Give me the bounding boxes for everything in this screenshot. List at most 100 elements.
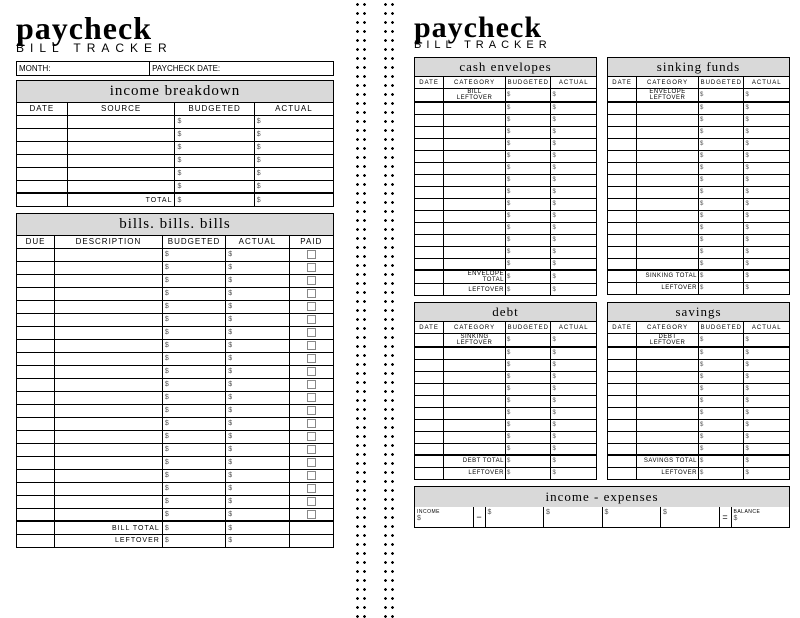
- paid-checkbox[interactable]: [307, 471, 316, 480]
- paycheck-date-label[interactable]: PAYCHECK DATE:: [150, 61, 334, 75]
- bill-total-label: BILL TOTAL: [55, 521, 163, 534]
- paid-checkbox[interactable]: [307, 510, 316, 519]
- paid-checkbox[interactable]: [307, 263, 316, 272]
- bills-row[interactable]: $$: [17, 326, 334, 339]
- income-col-date: DATE: [17, 102, 68, 115]
- title-sub-r: BILL TRACKER: [414, 39, 790, 51]
- bills-row[interactable]: $$: [17, 274, 334, 287]
- bills-row[interactable]: $$: [17, 391, 334, 404]
- calc-row: INCOME$ − $ $ $ $ = BALANCE$: [414, 507, 790, 528]
- month-label[interactable]: MONTH:: [17, 61, 150, 75]
- quad-header: savings: [607, 302, 790, 321]
- bills-col-paid: PAID: [289, 235, 333, 248]
- bills-row[interactable]: $$: [17, 495, 334, 508]
- quad-table: DATECATEGORYBUDGETEDACTUALBILLLEFTOVER$$…: [414, 76, 597, 296]
- calc-exp1[interactable]: $: [486, 507, 545, 527]
- equals-icon: =: [720, 507, 732, 527]
- income-col-actual: ACTUAL: [254, 102, 333, 115]
- bills-row[interactable]: $$: [17, 352, 334, 365]
- calc-balance[interactable]: BALANCE$: [732, 507, 790, 527]
- paid-checkbox[interactable]: [307, 484, 316, 493]
- left-page: paycheck BILL TRACKER MONTH: PAYCHECK DA…: [0, 0, 350, 618]
- paid-checkbox[interactable]: [307, 497, 316, 506]
- quad-block-savings: savingsDATECATEGORYBUDGETEDACTUALDEBTLEF…: [607, 302, 790, 480]
- income-col-source: SOURCE: [67, 102, 175, 115]
- bills-row[interactable]: $$: [17, 469, 334, 482]
- bills-row[interactable]: $$: [17, 300, 334, 313]
- paid-checkbox[interactable]: [307, 315, 316, 324]
- income-row[interactable]: $$: [17, 141, 334, 154]
- bills-col-actual: ACTUAL: [226, 235, 289, 248]
- bills-row[interactable]: $$: [17, 508, 334, 521]
- paid-checkbox[interactable]: [307, 289, 316, 298]
- quad-header: cash envelopes: [414, 57, 597, 76]
- income-row[interactable]: $$: [17, 128, 334, 141]
- dots-left: [354, 0, 368, 618]
- bills-row[interactable]: $$: [17, 430, 334, 443]
- planner-spread: paycheck BILL TRACKER MONTH: PAYCHECK DA…: [0, 0, 800, 618]
- calc-income[interactable]: INCOME$: [415, 507, 474, 527]
- income-total-label: TOTAL: [67, 193, 175, 206]
- paid-checkbox[interactable]: [307, 367, 316, 376]
- bills-col-desc: DESCRIPTION: [55, 235, 163, 248]
- paid-checkbox[interactable]: [307, 458, 316, 467]
- bills-row[interactable]: $$: [17, 313, 334, 326]
- bills-col-due: DUE: [17, 235, 55, 248]
- title-script: paycheck: [16, 14, 334, 43]
- bills-col-budgeted: BUDGETED: [162, 235, 225, 248]
- bills-row[interactable]: $$: [17, 482, 334, 495]
- quad-block-sinking-funds: sinking fundsDATECATEGORYBUDGETEDACTUALE…: [607, 57, 790, 296]
- paid-checkbox[interactable]: [307, 341, 316, 350]
- income-table: DATE SOURCE BUDGETED ACTUAL $$$$$$$$$$$$…: [16, 102, 334, 207]
- right-page: paycheck BILL TRACKER cash envelopesDATE…: [400, 0, 800, 618]
- paid-checkbox[interactable]: [307, 432, 316, 441]
- bills-row[interactable]: $$: [17, 456, 334, 469]
- income-row[interactable]: $$: [17, 115, 334, 128]
- income-row[interactable]: $$: [17, 167, 334, 180]
- bills-row[interactable]: $$: [17, 261, 334, 274]
- income-total-budgeted[interactable]: $: [175, 193, 254, 206]
- paid-checkbox[interactable]: [307, 354, 316, 363]
- bills-row[interactable]: $$: [17, 404, 334, 417]
- income-row[interactable]: $$: [17, 180, 334, 193]
- bills-row[interactable]: $$: [17, 378, 334, 391]
- bills-row[interactable]: $$: [17, 287, 334, 300]
- quad-block-debt: debtDATECATEGORYBUDGETEDACTUALSINKINGLEF…: [414, 302, 597, 480]
- page-title-right: paycheck BILL TRACKER: [414, 14, 790, 51]
- paid-checkbox[interactable]: [307, 328, 316, 337]
- paid-checkbox[interactable]: [307, 276, 316, 285]
- calc-exp3[interactable]: $: [603, 507, 662, 527]
- leftover-label: LEFTOVER: [55, 534, 163, 547]
- paid-checkbox[interactable]: [307, 445, 316, 454]
- quad-block-cash-envelopes: cash envelopesDATECATEGORYBUDGETEDACTUAL…: [414, 57, 597, 296]
- bills-row[interactable]: $$: [17, 339, 334, 352]
- paid-checkbox[interactable]: [307, 419, 316, 428]
- month-row-table: MONTH: PAYCHECK DATE:: [16, 61, 334, 76]
- page-divider: [350, 0, 400, 618]
- calc-exp4[interactable]: $: [661, 507, 720, 527]
- bills-header: bills. bills. bills: [16, 213, 334, 235]
- quad-table: DATECATEGORYBUDGETEDACTUALSINKINGLEFTOVE…: [414, 321, 597, 480]
- paid-checkbox[interactable]: [307, 380, 316, 389]
- quad-table: DATECATEGORYBUDGETEDACTUALENVELOPELEFTOV…: [607, 76, 790, 295]
- bills-row[interactable]: $$: [17, 417, 334, 430]
- minus-icon: −: [474, 507, 486, 527]
- quad-header: sinking funds: [607, 57, 790, 76]
- income-row[interactable]: $$: [17, 154, 334, 167]
- paid-checkbox[interactable]: [307, 250, 316, 259]
- bills-row[interactable]: $$: [17, 443, 334, 456]
- bills-row[interactable]: $$: [17, 248, 334, 261]
- income-col-budgeted: BUDGETED: [175, 102, 254, 115]
- bills-row[interactable]: $$: [17, 365, 334, 378]
- paid-checkbox[interactable]: [307, 406, 316, 415]
- footer-calc: income - expenses INCOME$ − $ $ $ $ = BA…: [414, 486, 790, 528]
- quad-grid: cash envelopesDATECATEGORYBUDGETEDACTUAL…: [414, 57, 790, 480]
- title-script-r: paycheck: [414, 14, 790, 41]
- footer-header: income - expenses: [414, 486, 790, 507]
- paid-checkbox[interactable]: [307, 302, 316, 311]
- calc-exp2[interactable]: $: [544, 507, 603, 527]
- paid-checkbox[interactable]: [307, 393, 316, 402]
- dots-right: [382, 0, 396, 618]
- income-header: income breakdown: [16, 80, 334, 102]
- income-total-actual[interactable]: $: [254, 193, 333, 206]
